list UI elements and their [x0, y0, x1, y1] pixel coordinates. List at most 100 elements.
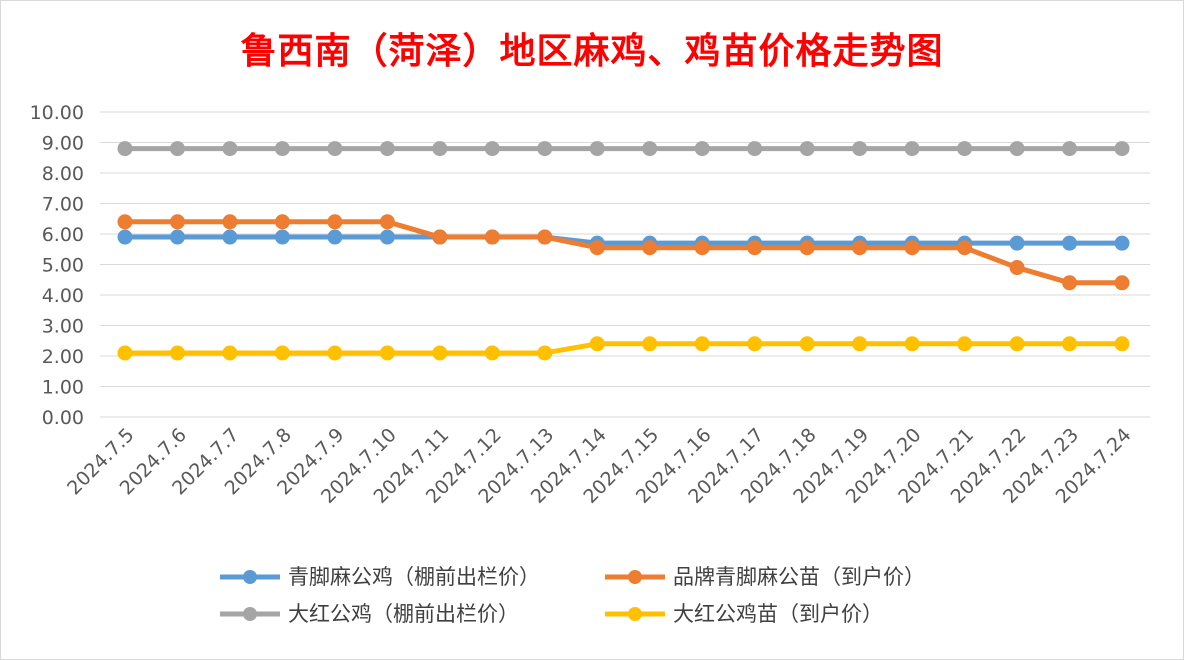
data-point: [274, 345, 290, 361]
data-point: [694, 336, 710, 352]
y-tick-label: 1.00: [42, 377, 84, 399]
legend: 青脚麻公鸡（棚前出栏价） 品牌青脚麻公苗（到户价） 大红公鸡（棚前出栏价） 大红公鸡苗…: [220, 565, 925, 626]
y-tick-label: 7.00: [42, 194, 84, 216]
data-point: [1114, 235, 1130, 251]
data-point: [484, 141, 500, 157]
data-point: [327, 141, 343, 157]
data-point: [589, 141, 605, 157]
data-point: [169, 345, 185, 361]
data-point: [852, 240, 868, 256]
data-point: [379, 229, 395, 245]
legend-item: 大红公鸡苗（到户价）: [605, 602, 883, 626]
x-axis: 2024.7.52024.7.62024.7.72024.7.82024.7.9…: [63, 424, 1135, 508]
data-point: [694, 141, 710, 157]
data-point: [327, 229, 343, 245]
data-point: [747, 336, 763, 352]
series-3: [117, 141, 1130, 157]
data-point: [169, 229, 185, 245]
data-point: [537, 345, 553, 361]
data-point: [1009, 336, 1025, 352]
data-point: [747, 141, 763, 157]
data-point: [852, 336, 868, 352]
data-point: [694, 240, 710, 256]
data-point: [589, 240, 605, 256]
legend-label: 大红公鸡（棚前出栏价）: [288, 602, 519, 626]
data-point: [327, 345, 343, 361]
data-point: [537, 229, 553, 245]
data-point: [1062, 141, 1078, 157]
data-point: [274, 214, 290, 230]
data-point: [169, 214, 185, 230]
data-point: [904, 336, 920, 352]
data-point: [904, 141, 920, 157]
data-point: [642, 240, 658, 256]
data-point: [642, 141, 658, 157]
y-tick-label: 4.00: [42, 285, 84, 307]
data-point: [117, 141, 133, 157]
data-point: [222, 229, 238, 245]
data-point: [117, 229, 133, 245]
data-point: [589, 336, 605, 352]
data-point: [222, 345, 238, 361]
y-axis: 0.00 1.00 2.00 3.00 4.00 5.00 6.00 7.00 8.00 9.00…: [30, 102, 84, 429]
series-4: [117, 336, 1130, 361]
data-point: [169, 141, 185, 157]
gridlines: [100, 111, 1150, 418]
series-2: [117, 214, 1130, 291]
data-point: [432, 345, 448, 361]
data-point: [799, 141, 815, 157]
legend-item: 青脚麻公鸡（棚前出栏价）: [220, 565, 540, 589]
y-tick-label: 10.00: [30, 102, 84, 124]
data-point: [1062, 235, 1078, 251]
data-point: [1114, 141, 1130, 157]
y-tick-label: 8.00: [42, 163, 84, 185]
data-point: [222, 214, 238, 230]
legend-label: 大红公鸡苗（到户价）: [673, 602, 883, 626]
data-point: [957, 336, 973, 352]
data-point: [1009, 141, 1025, 157]
data-point: [484, 345, 500, 361]
data-point: [537, 141, 553, 157]
data-point: [117, 214, 133, 230]
data-point: [379, 214, 395, 230]
legend-swatch-marker: [243, 570, 257, 584]
data-point: [484, 229, 500, 245]
data-point: [957, 141, 973, 157]
data-point: [642, 336, 658, 352]
data-point: [432, 141, 448, 157]
legend-label: 青脚麻公鸡（棚前出栏价）: [288, 565, 540, 589]
data-point: [379, 345, 395, 361]
legend-swatch-marker: [243, 607, 257, 621]
y-tick-label: 2.00: [42, 346, 84, 368]
data-point: [852, 141, 868, 157]
data-point: [957, 240, 973, 256]
series-line: [122, 234, 1125, 246]
data-point: [1009, 260, 1025, 276]
data-point: [904, 240, 920, 256]
data-point: [799, 240, 815, 256]
data-point: [1114, 275, 1130, 291]
series-line: [122, 341, 1125, 356]
y-tick-label: 3.00: [42, 316, 84, 338]
series-line: [122, 219, 1125, 286]
y-tick-label: 0.00: [42, 407, 84, 429]
data-point: [274, 141, 290, 157]
data-point: [379, 141, 395, 157]
chart-title: 鲁西南（菏泽）地区麻鸡、鸡苗价格走势图: [240, 30, 944, 72]
y-tick-label: 5.00: [42, 255, 84, 277]
data-point: [1062, 275, 1078, 291]
data-point: [222, 141, 238, 157]
legend-swatch-marker: [628, 607, 642, 621]
data-point: [117, 345, 133, 361]
data-point: [432, 229, 448, 245]
data-point: [327, 214, 343, 230]
data-point: [274, 229, 290, 245]
legend-swatch-marker: [628, 570, 642, 584]
data-point: [1009, 235, 1025, 251]
data-point: [747, 240, 763, 256]
y-tick-label: 6.00: [42, 224, 84, 246]
data-point: [1114, 336, 1130, 352]
data-point: [1062, 336, 1078, 352]
